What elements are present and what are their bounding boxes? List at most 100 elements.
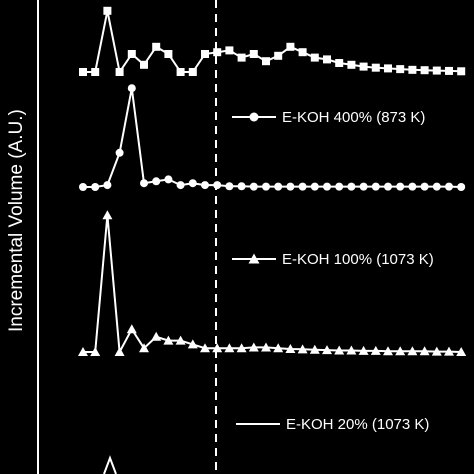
series-2-point-15: [262, 182, 270, 191]
series-1-point-10: [201, 50, 209, 58]
series-1-point-2: [103, 6, 112, 15]
series-2-point-4: [127, 84, 136, 93]
series-3-point-31: [456, 347, 467, 356]
series-1-point-20: [323, 55, 331, 64]
series-3-point-27: [407, 346, 418, 356]
series-1-point-3: [115, 68, 124, 76]
series-3-point-6: [151, 331, 162, 341]
series-3-point-13: [236, 343, 247, 353]
y-axis-label: Incremental Volume (A.U.): [6, 109, 27, 332]
series-3-point-3: [114, 347, 125, 356]
series-1-point-30: [445, 66, 453, 75]
series-2-point-8: [176, 181, 185, 190]
series-3-point-28: [419, 346, 430, 356]
series-1-point-9: [188, 68, 197, 76]
series-2-point-28: [420, 182, 429, 191]
series-2-point-14: [249, 182, 258, 191]
series-3-point-8: [175, 335, 186, 345]
series-1-point-15: [262, 57, 270, 66]
series-2-point-11: [213, 181, 222, 190]
series-2-line: [83, 88, 462, 188]
series-3-point-5: [139, 343, 149, 353]
series-2-point-9: [188, 179, 197, 188]
series-2-point-17: [286, 182, 295, 191]
series-3-point-10: [200, 343, 210, 353]
series-3-point-9: [187, 339, 198, 349]
series-1-point-26: [396, 65, 405, 74]
legend-marker-3: [248, 253, 260, 264]
legend-entry-2: E-KOH 400% (873 K): [232, 109, 425, 126]
series-3-point-18: [297, 344, 308, 354]
series-2-point-1: [91, 183, 100, 191]
series-1-point-24: [371, 63, 380, 72]
series-2-point-22: [347, 182, 356, 191]
series-2-point-12: [225, 182, 234, 191]
series-1-point-16: [274, 51, 283, 60]
series-2-point-10: [201, 181, 209, 190]
series-2-point-31: [457, 183, 466, 191]
series-3-point-23: [358, 345, 369, 355]
series-1-point-22: [347, 60, 356, 69]
legend-layer: E-KOH 400% (873 K) E-KOH 100% (1073 K) E-K…: [232, 109, 434, 433]
series-1-point-4: [127, 50, 136, 58]
series-2-point-3: [115, 148, 124, 157]
series-3-point-29: [431, 346, 442, 356]
series-3-point-11: [212, 343, 223, 353]
series-1-point-7: [164, 50, 173, 58]
series-1: [79, 6, 466, 76]
series-3-point-12: [224, 343, 235, 353]
series-2-point-7: [164, 175, 173, 184]
series-1-point-31: [457, 67, 466, 76]
series-3-point-20: [322, 345, 332, 355]
series-4-peak-partial: [103, 455, 117, 474]
series-2-point-13: [237, 182, 246, 191]
series-2-point-2: [103, 181, 112, 190]
series-3: [78, 210, 467, 356]
series-3-point-24: [370, 345, 381, 355]
series-1-point-29: [432, 66, 441, 75]
series-2-point-26: [396, 182, 405, 191]
legend-entry-3: E-KOH 100% (1073 K): [232, 251, 434, 268]
series-2-point-16: [274, 182, 283, 191]
series-2-point-21: [335, 182, 344, 191]
series-1-line: [83, 10, 462, 75]
series-3-point-16: [273, 343, 284, 353]
series-3-point-22: [346, 345, 357, 355]
series-3-point-4: [126, 324, 137, 334]
series-1-point-12: [225, 46, 234, 55]
series-1-point-21: [335, 59, 344, 67]
series-1-point-8: [176, 68, 185, 76]
series-1-point-11: [213, 48, 222, 57]
series-2-point-24: [371, 182, 380, 191]
series-1-point-17: [286, 42, 295, 51]
series-2-point-5: [140, 179, 148, 188]
series-1-point-5: [140, 60, 148, 69]
series-1-point-0: [79, 68, 87, 76]
series-3-point-1: [90, 347, 101, 356]
legend-label-4: E-KOH 20% (1073 K): [286, 416, 429, 433]
series-1-point-25: [384, 64, 392, 73]
series-2-point-6: [152, 177, 161, 186]
series-2-point-30: [445, 182, 453, 191]
series-1-point-13: [237, 53, 246, 62]
legend-label-2: E-KOH 400% (873 K): [282, 109, 425, 126]
legend-label-3: E-KOH 100% (1073 K): [282, 251, 434, 268]
series-2-point-29: [432, 182, 441, 191]
series-2-point-27: [408, 182, 417, 191]
series-3-point-15: [261, 342, 271, 352]
series-3-point-19: [309, 344, 320, 354]
series-3-point-17: [285, 343, 296, 353]
series-3-point-14: [248, 342, 259, 352]
series-2-point-25: [384, 182, 392, 191]
series-1-point-19: [310, 53, 319, 62]
series-3-point-30: [444, 346, 454, 356]
series-2: [79, 84, 466, 191]
series-3-point-26: [395, 346, 406, 356]
series-2-point-0: [79, 183, 87, 191]
series-3-point-21: [334, 345, 345, 355]
series-3-point-25: [383, 346, 393, 356]
series-2-point-23: [359, 182, 368, 191]
series-1-point-23: [359, 62, 368, 71]
series-2-point-19: [310, 182, 319, 191]
